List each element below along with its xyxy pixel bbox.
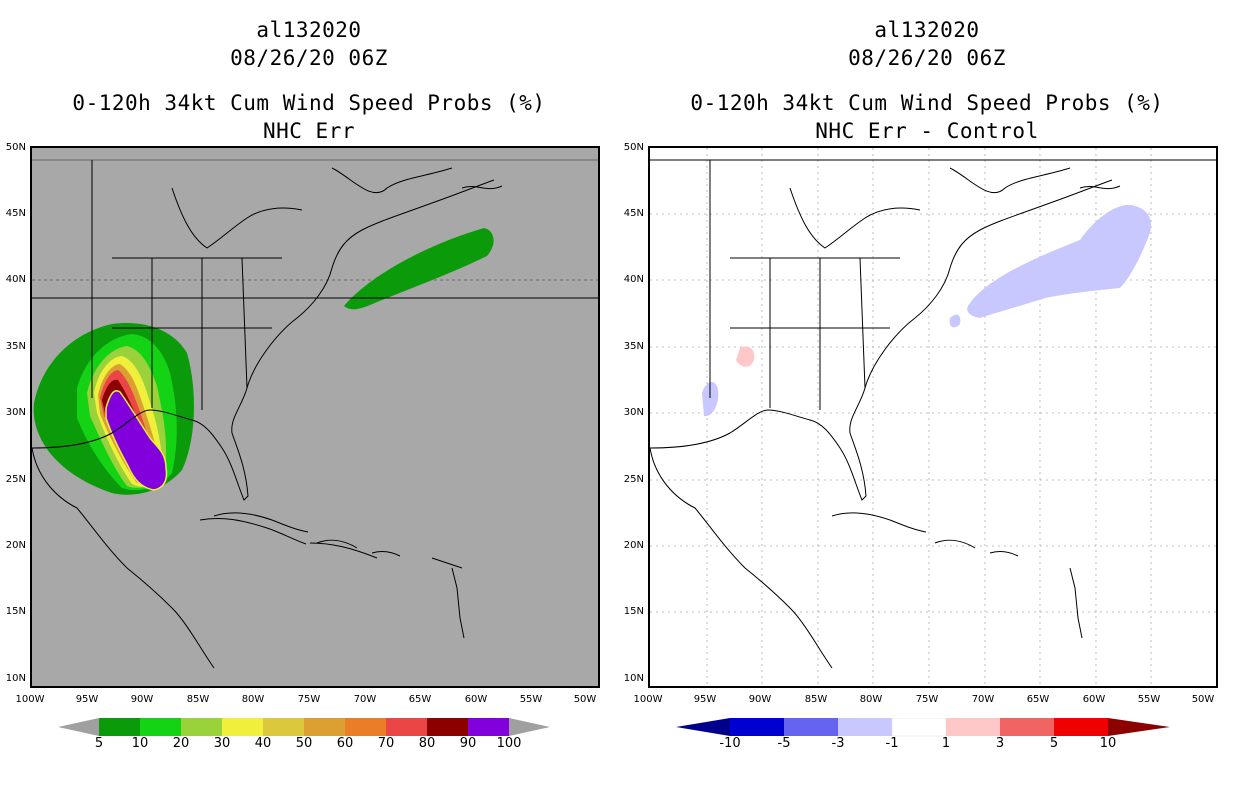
colorbar-label: 100 <box>496 736 522 751</box>
lat-label: 15N <box>623 606 644 617</box>
forecast-datetime: 08/26/20 06Z <box>230 46 388 70</box>
lon-label: 70W <box>971 694 995 705</box>
colorbar-label: 10 <box>1099 736 1117 751</box>
lat-label: 45N <box>5 208 26 219</box>
colorbar-label: 10 <box>131 736 149 751</box>
colorbar-label: 80 <box>418 736 436 751</box>
lat-label: 20N <box>623 540 644 551</box>
map-canvas <box>32 159 598 669</box>
lon-label: 95W <box>693 694 717 705</box>
plot-subtitle: NHC Err - Control <box>815 119 1039 143</box>
colorbar-label: -10 <box>719 736 741 751</box>
lon-label: 90W <box>130 694 154 705</box>
lat-label: 40N <box>623 274 644 285</box>
colorbar-label: 50 <box>295 736 313 751</box>
left-panel: al132020 08/26/20 06Z 0-120h 34kt Cum Wi… <box>5 18 600 751</box>
lat-label: 30N <box>623 407 644 418</box>
colorbar <box>676 718 1170 737</box>
lat-label: 10N <box>623 673 644 684</box>
lon-label: 70W <box>353 694 377 705</box>
lat-label: 10N <box>5 673 26 684</box>
difference-shading <box>702 204 1152 417</box>
colorbar-label: 70 <box>377 736 395 751</box>
islands <box>831 512 1083 639</box>
lat-label: 50N <box>5 142 26 153</box>
colorbar-label: -5 <box>777 736 791 751</box>
lat-label: 40N <box>5 274 26 285</box>
colorbar-label: 90 <box>459 736 477 751</box>
plot-title: 0-120h 34kt Cum Wind Speed Probs (%) <box>72 91 546 115</box>
lon-label: 90W <box>748 694 772 705</box>
lon-label: 55W <box>1137 694 1161 705</box>
colorbar-label: -3 <box>831 736 845 751</box>
map-canvas <box>650 148 1216 686</box>
lon-label: 65W <box>1026 694 1050 705</box>
colorbar-label: 5 <box>1049 736 1059 751</box>
map-plot <box>30 146 600 688</box>
lon-label: 55W <box>519 694 543 705</box>
map-plot <box>648 146 1218 688</box>
plot-title: 0-120h 34kt Cum Wind Speed Probs (%) <box>690 91 1164 115</box>
lon-label: 95W <box>75 694 99 705</box>
colorbar-label: 20 <box>172 736 190 751</box>
lat-label: 25N <box>623 474 644 485</box>
storm-id: al132020 <box>874 18 980 42</box>
colorbar-label: 40 <box>254 736 272 751</box>
colorbar-label: 1 <box>941 736 951 751</box>
lon-label: 85W <box>804 694 828 705</box>
lon-label: 75W <box>915 694 939 705</box>
coastlines <box>32 160 598 669</box>
coastlines <box>650 159 1216 669</box>
lat-label: 15N <box>5 606 26 617</box>
lon-label: 85W <box>186 694 210 705</box>
colorbar-label: -1 <box>885 736 899 751</box>
lon-label: 100W <box>633 694 663 705</box>
lat-label: 20N <box>5 540 26 551</box>
lon-label: 80W <box>241 694 265 705</box>
colorbar-label: 30 <box>213 736 231 751</box>
lon-label: 50W <box>1191 694 1215 705</box>
lon-label: 75W <box>297 694 321 705</box>
lat-label: 25N <box>5 474 26 485</box>
lon-label: 65W <box>408 694 432 705</box>
lat-label: 35N <box>623 341 644 352</box>
lat-label: 30N <box>5 407 26 418</box>
lon-label: 60W <box>1082 694 1106 705</box>
lon-label: 50W <box>573 694 597 705</box>
lon-label: 100W <box>15 694 45 705</box>
lat-label: 45N <box>623 208 644 219</box>
lon-label: 60W <box>464 694 488 705</box>
lat-label: 35N <box>5 341 26 352</box>
islands <box>213 512 465 639</box>
colorbar-label: 60 <box>336 736 354 751</box>
forecast-datetime: 08/26/20 06Z <box>848 46 1006 70</box>
colorbar <box>58 718 550 736</box>
colorbar-label: 3 <box>995 736 1005 751</box>
lon-label: 80W <box>859 694 883 705</box>
lat-label: 50N <box>623 142 644 153</box>
probability-swath <box>33 228 494 495</box>
right-panel: al132020 08/26/20 06Z 0-120h 34kt Cum Wi… <box>618 0 1236 800</box>
plot-subtitle: NHC Err <box>262 119 355 143</box>
storm-id: al132020 <box>256 18 362 42</box>
colorbar-label: 5 <box>94 736 104 751</box>
